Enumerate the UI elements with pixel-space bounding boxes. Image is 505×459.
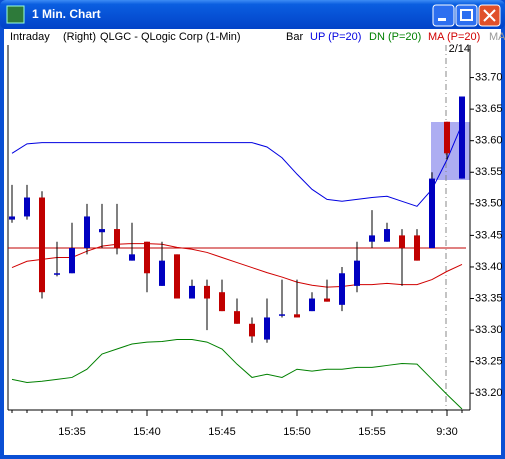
y-tick-label: 33.40 — [475, 261, 503, 273]
y-tick-label: 33.45 — [475, 229, 503, 241]
candle-body — [294, 314, 300, 318]
candle-body — [309, 298, 315, 312]
candle-body — [354, 260, 360, 286]
header-label: Bar — [286, 31, 303, 43]
x-tick-label: 15:40 — [133, 426, 161, 438]
candle-body — [39, 197, 45, 293]
candle-body — [204, 285, 210, 299]
candle-body — [324, 298, 330, 302]
minimize-icon — [438, 18, 446, 21]
candle-body — [54, 273, 60, 275]
candle-body — [189, 285, 195, 299]
candle-body — [24, 197, 30, 217]
header-label: Intraday — [10, 31, 50, 43]
candle-body — [69, 248, 75, 274]
candle-body — [129, 254, 135, 261]
legend-label: MA (P=20) — [428, 31, 480, 43]
window-icon — [6, 5, 25, 24]
maximize-button[interactable] — [455, 4, 478, 27]
y-tick-label: 33.25 — [475, 356, 503, 368]
candle-body — [399, 235, 405, 249]
candle-body — [234, 311, 240, 324]
candle-body — [219, 292, 225, 312]
y-tick-label: 33.70 — [475, 71, 503, 83]
candle-body — [444, 121, 450, 154]
candle-body — [249, 323, 255, 337]
candle-body — [279, 314, 285, 316]
band-line — [11, 124, 463, 207]
candle-body — [9, 216, 15, 220]
x-tick-label: 15:55 — [358, 426, 386, 438]
candle-body — [459, 96, 465, 179]
y-tick-label: 33.60 — [475, 135, 503, 147]
title-bar — [0, 0, 505, 29]
y-tick-label: 33.20 — [475, 387, 503, 399]
candle-body — [369, 235, 375, 242]
window-title: 1 Min. Chart — [32, 7, 101, 21]
candle-body — [174, 254, 180, 299]
candle-body — [384, 229, 390, 242]
date-label: 2/14 — [449, 43, 470, 55]
footer — [4, 437, 501, 455]
candle-body — [99, 229, 105, 233]
legend-label: UP (P=20) — [310, 31, 361, 43]
header-label: (Right) — [63, 31, 96, 43]
x-tick-label: 15:50 — [283, 426, 311, 438]
maximize-icon — [460, 9, 473, 21]
candle-body — [114, 229, 120, 249]
header-label: QLGC - QLogic Corp (1-Min) — [100, 31, 241, 43]
candle-body — [84, 216, 90, 249]
y-tick-label: 33.65 — [475, 103, 503, 115]
candle-body — [264, 317, 270, 340]
close-icon — [483, 9, 496, 22]
y-tick-label: 33.50 — [475, 198, 503, 210]
legend-label: MA — [489, 31, 505, 43]
candle-body — [414, 235, 420, 261]
chart-area — [4, 29, 501, 455]
legend-label: DN (P=20) — [369, 31, 421, 43]
candle-body — [144, 241, 150, 274]
candle-body — [339, 273, 345, 305]
y-tick-label: 33.30 — [475, 324, 503, 336]
candle-body — [429, 178, 435, 249]
y-tick-label: 33.55 — [475, 166, 503, 178]
x-tick-label: 15:35 — [58, 426, 86, 438]
y-tick-label: 33.35 — [475, 292, 503, 304]
x-tick-label: 15:45 — [208, 426, 236, 438]
candle-body — [159, 260, 165, 286]
x-tick-label: 9:30 — [436, 426, 457, 438]
band-line — [11, 339, 463, 410]
minimize-button[interactable] — [432, 4, 455, 27]
